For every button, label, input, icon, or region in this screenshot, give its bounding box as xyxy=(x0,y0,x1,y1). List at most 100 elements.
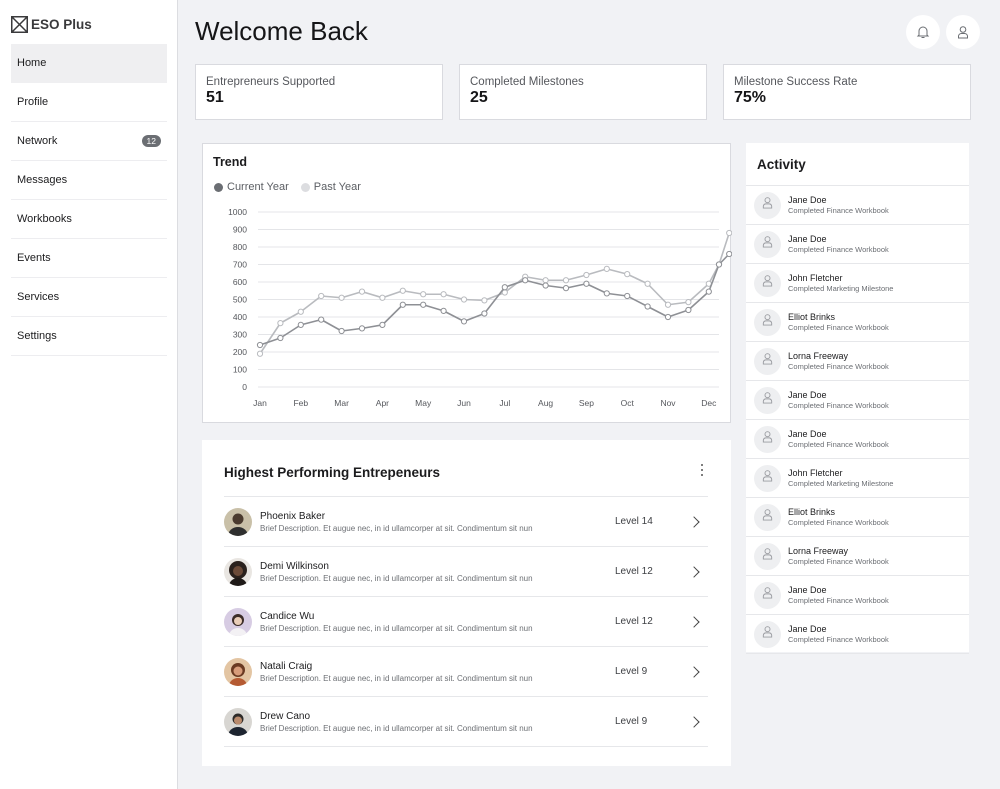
avatar xyxy=(224,607,252,636)
activity-user-name: Elliot Brinks xyxy=(788,507,836,517)
entrepreneur-list: Phoenix Baker Brief Description. Et augu… xyxy=(224,496,708,747)
data-point xyxy=(542,277,549,284)
activity-item[interactable]: Jane Doe Completed Finance Workbook xyxy=(746,186,969,225)
y-tick-label: 1000 xyxy=(228,207,247,217)
data-point xyxy=(664,313,672,321)
chevron-right-icon[interactable] xyxy=(688,615,700,628)
sidebar-item-network[interactable]: Network 12 xyxy=(11,122,167,161)
notifications-button[interactable] xyxy=(906,15,940,49)
list-item[interactable]: Drew Cano Brief Description. Et augue ne… xyxy=(224,697,708,747)
avatar xyxy=(754,347,781,375)
user-icon xyxy=(761,547,774,565)
data-point xyxy=(603,265,610,272)
data-point xyxy=(379,294,386,301)
sidebar-item-settings[interactable]: Settings xyxy=(11,317,167,356)
data-point xyxy=(338,327,345,335)
chevron-right-icon[interactable] xyxy=(688,515,700,528)
data-point xyxy=(644,280,651,287)
section-title: Activity xyxy=(757,157,806,172)
sidebar: ESO Plus Home Profile Network 12 Message… xyxy=(0,0,178,789)
activity-card: Activity Jane Doe Completed Finance Workb… xyxy=(746,143,969,654)
data-point xyxy=(705,288,712,295)
legend-swatch xyxy=(300,182,310,192)
activity-item[interactable]: Elliot Brinks Completed Finance Workbook xyxy=(746,303,969,342)
data-point xyxy=(624,271,631,278)
activity-user-name: Elliot Brinks xyxy=(788,312,836,322)
data-point xyxy=(440,291,447,298)
sidebar-item-workbooks[interactable]: Workbooks xyxy=(11,200,167,239)
y-tick-label: 400 xyxy=(233,312,247,322)
activity-user-name: John Fletcher xyxy=(788,468,843,478)
avatar xyxy=(224,707,252,736)
activity-item[interactable]: John Fletcher Completed Marketing Milesto… xyxy=(746,264,969,303)
activity-user-name: Jane Doe xyxy=(788,585,827,595)
activity-description: Completed Finance Workbook xyxy=(788,557,889,566)
data-point xyxy=(603,290,610,297)
legend-item-past-year[interactable]: Past Year xyxy=(300,181,361,193)
y-tick-label: 800 xyxy=(233,242,247,252)
sidebar-item-label: Network xyxy=(17,135,58,147)
chevron-right-icon[interactable] xyxy=(688,715,700,728)
sidebar-item-home[interactable]: Home xyxy=(11,44,167,83)
activity-item[interactable]: John Fletcher Completed Marketing Milesto… xyxy=(746,459,969,498)
profile-button[interactable] xyxy=(946,15,980,49)
legend-label: Current Year xyxy=(227,181,289,193)
trend-card: Trend Current Year Past Year 0 100 200 300 4… xyxy=(202,143,732,423)
bell-icon xyxy=(916,26,930,38)
x-tick-label: Jan xyxy=(253,398,267,408)
list-item[interactable]: Demi Wilkinson Brief Description. Et aug… xyxy=(224,547,708,597)
list-item[interactable]: Natali Craig Brief Description. Et augue… xyxy=(224,647,708,697)
data-point xyxy=(338,294,345,301)
entrepreneur-name: Phoenix Baker xyxy=(260,510,326,522)
activity-item[interactable]: Jane Doe Completed Finance Workbook xyxy=(746,420,969,459)
activity-item[interactable]: Jane Doe Completed Finance Workbook xyxy=(746,381,969,420)
activity-item[interactable]: Lorna Freeway Completed Finance Workbook xyxy=(746,537,969,576)
legend-item-current-year[interactable]: Current Year xyxy=(214,181,289,193)
x-tick-label: Apr xyxy=(376,398,389,408)
data-point xyxy=(481,310,488,317)
activity-item[interactable]: Lorna Freeway Completed Finance Workbook xyxy=(746,342,969,381)
chart-title: Trend xyxy=(213,155,248,169)
data-point xyxy=(542,282,549,289)
activity-item[interactable]: Elliot Brinks Completed Finance Workbook xyxy=(746,498,969,537)
activity-item[interactable]: Jane Doe Completed Finance Workbook xyxy=(746,615,969,654)
data-point xyxy=(685,306,692,314)
sidebar-item-services[interactable]: Services xyxy=(11,278,167,317)
stat-card-entrepreneurs: Entrepreneurs Supported 51 xyxy=(195,64,443,120)
entrepreneur-name: Demi Wilkinson xyxy=(260,560,329,572)
activity-user-name: Jane Doe xyxy=(788,390,827,400)
avatar xyxy=(754,620,781,648)
sidebar-item-messages[interactable]: Messages xyxy=(11,161,167,200)
activity-item[interactable]: Jane Doe Completed Finance Workbook xyxy=(746,576,969,615)
data-point xyxy=(562,285,570,292)
brand[interactable]: ESO Plus xyxy=(11,16,92,33)
activity-user-name: Jane Doe xyxy=(788,195,827,205)
activity-user-name: Jane Doe xyxy=(788,429,827,439)
activity-description: Completed Finance Workbook xyxy=(788,206,889,215)
y-tick-label: 600 xyxy=(233,277,247,287)
list-item[interactable]: Phoenix Baker Brief Description. Et augu… xyxy=(224,497,708,547)
entrepreneur-description: Brief Description. Et augue nec, in id u… xyxy=(260,523,533,533)
data-point xyxy=(562,277,570,284)
avatar xyxy=(754,503,781,531)
activity-item[interactable]: Jane Doe Completed Finance Workbook xyxy=(746,225,969,264)
chevron-right-icon[interactable] xyxy=(688,565,700,578)
logo-icon xyxy=(11,16,28,33)
list-item[interactable]: Candice Wu Brief Description. Et augue n… xyxy=(224,597,708,647)
data-point xyxy=(726,229,732,237)
data-point xyxy=(256,341,264,349)
series-line-past-year xyxy=(259,232,730,355)
chevron-right-icon[interactable] xyxy=(688,665,700,678)
y-tick-label: 700 xyxy=(233,260,247,270)
sidebar-item-events[interactable]: Events xyxy=(11,239,167,278)
y-tick-label: 300 xyxy=(233,330,247,340)
legend-label: Past Year xyxy=(313,181,361,193)
activity-user-name: Jane Doe xyxy=(788,624,827,634)
data-point xyxy=(420,291,427,298)
avatar xyxy=(754,425,781,453)
more-options-icon[interactable] xyxy=(697,462,707,478)
user-icon xyxy=(761,625,774,643)
sidebar-item-profile[interactable]: Profile xyxy=(11,83,167,122)
activity-description: Completed Finance Workbook xyxy=(788,362,889,371)
activity-description: Completed Finance Workbook xyxy=(788,323,889,332)
